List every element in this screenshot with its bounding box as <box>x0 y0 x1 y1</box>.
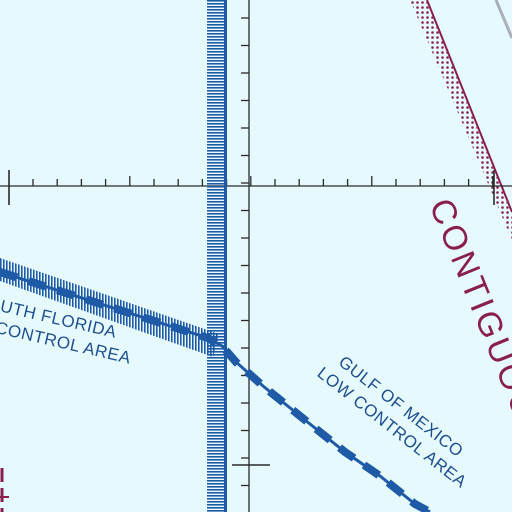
control-area-dashed-boundary <box>0 268 432 512</box>
adiz-boundary-line <box>426 0 512 213</box>
vertical-airspace-boundary <box>207 0 227 512</box>
adiz-dotted-band <box>410 0 512 240</box>
latitude-grid-line <box>0 170 512 205</box>
gray-boundary-line <box>494 0 512 39</box>
longitude-grid-line <box>232 0 270 512</box>
